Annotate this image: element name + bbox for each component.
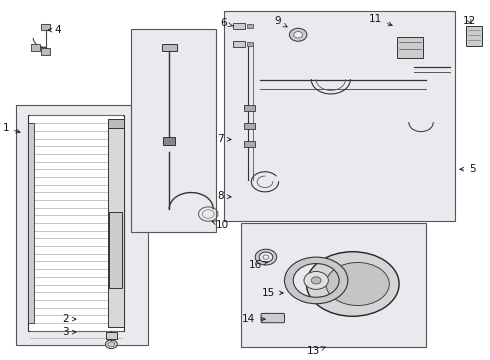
Circle shape — [105, 340, 117, 348]
Circle shape — [294, 32, 302, 38]
Bar — [162, 44, 176, 51]
Bar — [244, 105, 255, 111]
Circle shape — [304, 271, 328, 289]
Bar — [396, 37, 423, 58]
Bar — [109, 212, 122, 288]
Text: 9: 9 — [274, 17, 287, 27]
Bar — [41, 48, 50, 55]
Bar — [108, 119, 123, 327]
Circle shape — [311, 277, 321, 284]
Text: 4: 4 — [48, 25, 61, 35]
Text: 3: 3 — [62, 327, 76, 337]
Text: 14: 14 — [242, 314, 265, 324]
Ellipse shape — [326, 262, 390, 306]
Text: 1: 1 — [2, 123, 20, 133]
Text: 11: 11 — [369, 14, 392, 26]
Text: 15: 15 — [262, 288, 283, 298]
FancyBboxPatch shape — [261, 314, 285, 323]
Bar — [241, 223, 426, 347]
Bar — [466, 26, 482, 45]
Ellipse shape — [306, 252, 399, 316]
Bar — [28, 123, 34, 323]
Bar — [233, 41, 245, 46]
Text: 10: 10 — [212, 220, 229, 230]
Bar — [28, 116, 123, 330]
Circle shape — [263, 255, 269, 259]
Text: 5: 5 — [460, 164, 475, 174]
Text: 12: 12 — [463, 16, 476, 26]
Text: 8: 8 — [217, 191, 231, 201]
Bar — [247, 42, 253, 45]
Bar — [131, 30, 216, 232]
Circle shape — [108, 342, 115, 347]
Bar — [247, 24, 253, 28]
Bar — [106, 332, 117, 339]
Text: 6: 6 — [220, 18, 233, 28]
Text: 16: 16 — [249, 260, 268, 270]
Text: 7: 7 — [217, 134, 231, 144]
Bar — [244, 123, 255, 129]
Text: 13: 13 — [307, 346, 326, 356]
Bar — [244, 141, 255, 147]
Bar — [16, 105, 148, 345]
Circle shape — [290, 28, 307, 41]
Bar — [163, 137, 175, 145]
Bar — [31, 44, 40, 51]
Bar — [41, 24, 50, 31]
Text: 2: 2 — [62, 314, 76, 324]
Bar — [233, 23, 245, 29]
Bar — [223, 12, 455, 221]
Bar — [108, 119, 123, 128]
